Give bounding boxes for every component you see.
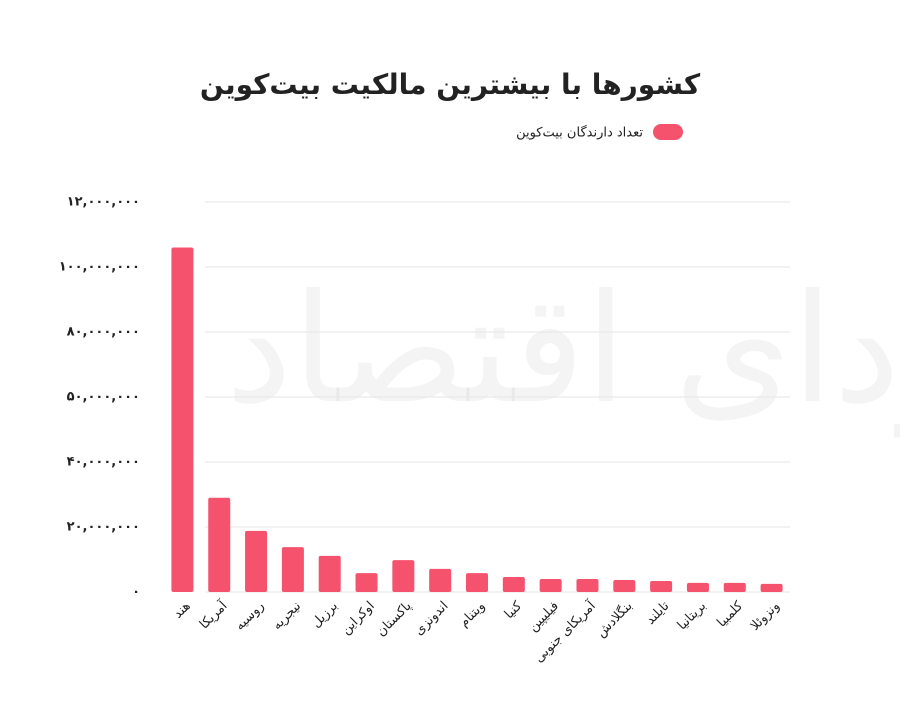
legend-swatch [653, 124, 683, 140]
bar [318, 555, 341, 592]
x-tick-label: بریتانیا [675, 599, 710, 634]
y-tick-label: ۸۰,۰۰۰,۰۰۰ [67, 325, 140, 340]
bar [723, 582, 746, 592]
bar [466, 573, 488, 592]
x-tick-label: هند [171, 599, 194, 622]
y-tick-label: ۴۰,۰۰۰,۰۰۰ [67, 455, 140, 470]
x-tick-label: آمریکا [196, 596, 232, 632]
bar [760, 583, 783, 592]
x-tick-label: نیجریه [270, 599, 304, 633]
bar [245, 530, 268, 592]
x-tick-label: برزیل [309, 599, 341, 631]
bar [539, 579, 562, 592]
x-tick-label: آمریکای جنوبی [530, 596, 600, 666]
y-tick-label: ۱۰۰,۰۰۰,۰۰۰ [59, 260, 140, 275]
y-tick-label: ۵۰,۰۰۰,۰۰۰ [67, 390, 140, 405]
x-tick-label: کلمبیا [714, 598, 746, 630]
bar [576, 579, 599, 592]
bar [650, 580, 673, 592]
bar [355, 573, 378, 592]
y-tick-label: ۱۲,۰۰۰,۰۰۰ [67, 195, 140, 210]
x-tick-label: بنگلادش [593, 598, 636, 641]
chart-title: کشورها با بیشترین مالکیت بیت‌کوین [200, 68, 701, 101]
x-tick-label: روسیه [232, 599, 267, 634]
bar [208, 497, 231, 592]
x-tick-label: تایلند [643, 598, 672, 627]
x-tick-label: ونزوئلا [748, 599, 783, 634]
bar [429, 568, 452, 592]
bar [281, 547, 304, 592]
y-tick-label: ۰ [132, 585, 140, 600]
x-tick-label: پاکستان [374, 598, 415, 639]
bar [502, 577, 525, 592]
x-tick-label: اوکراین [339, 599, 378, 638]
x-tick-label: کنیا [502, 598, 526, 622]
bar [171, 247, 194, 592]
y-tick-label: ۲۰,۰۰۰,۰۰۰ [67, 520, 140, 535]
x-tick-label: ویتنام [457, 599, 489, 631]
bar [392, 560, 415, 592]
bar [686, 582, 709, 592]
legend-label: تعداد دارندگان بیت‌کوین [516, 125, 643, 141]
watermark: فردای اقتصاد [225, 263, 900, 438]
bar [613, 579, 636, 592]
x-tick-label: اندونزی [412, 599, 452, 639]
